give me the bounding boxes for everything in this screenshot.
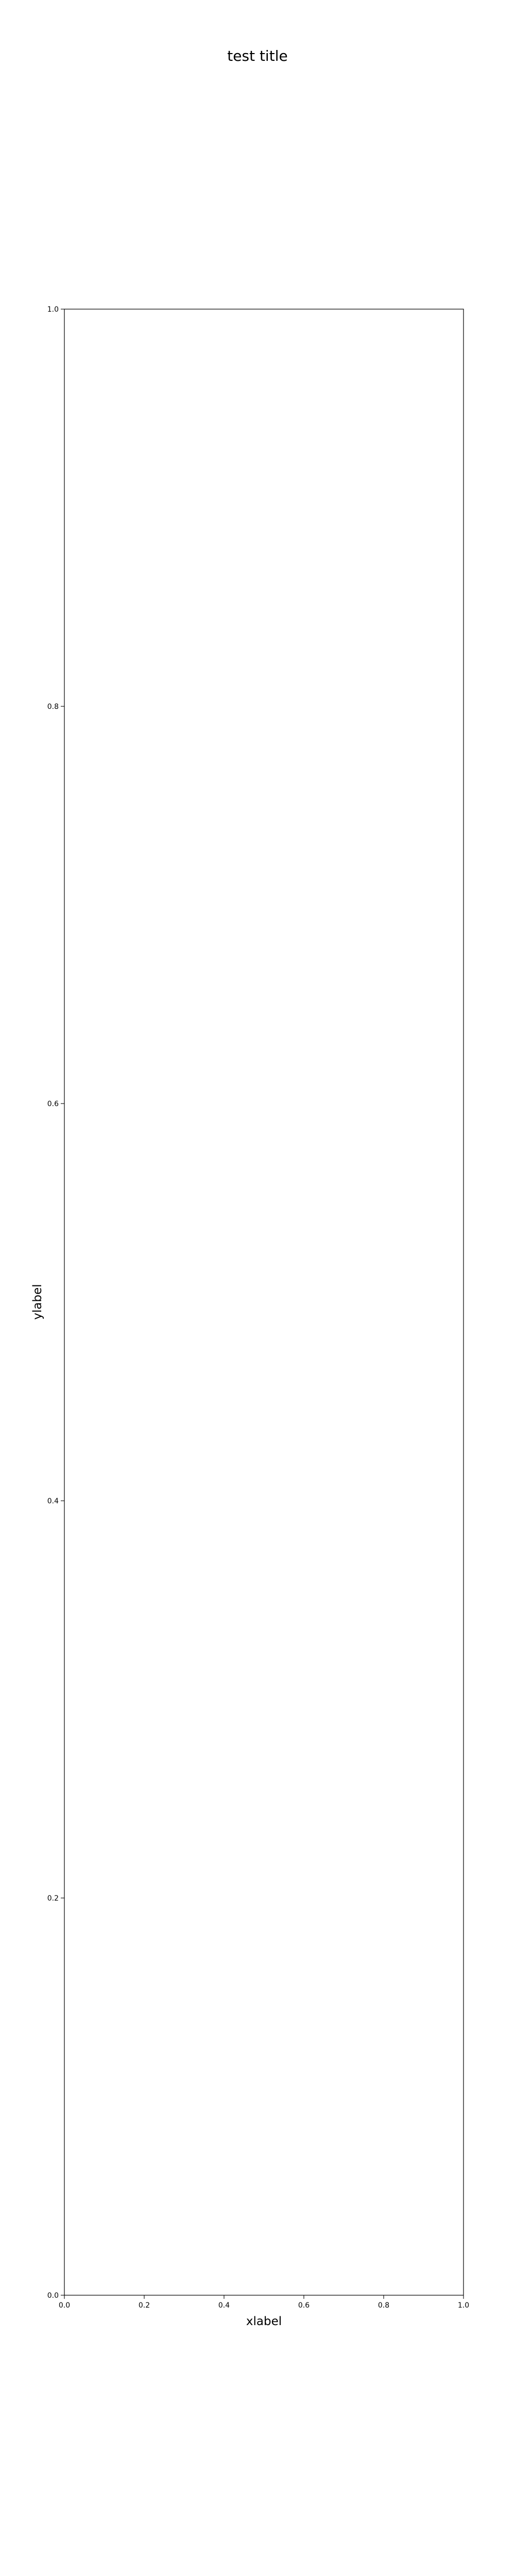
y-axis-label: ylabel [31,1284,44,1319]
x-tick-label: 0.8 [378,2301,389,2310]
x-tick-label: 0.4 [218,2301,230,2310]
y-tick-label: 0.0 [47,2292,59,2300]
plot-area [64,309,464,2296]
chart-title: test title [227,47,287,64]
x-tick-label: 0.2 [139,2301,150,2310]
x-tick-label: 0.0 [59,2301,70,2310]
y-tick-label: 0.4 [47,1497,59,1505]
x-tick-label: 1.0 [458,2301,469,2310]
y-axis-ticks: 0.0 0.2 0.4 0.6 0.8 1.0 [47,306,64,2300]
x-tick-label: 0.6 [298,2301,310,2310]
y-tick-label: 0.6 [47,1100,59,1108]
y-tick-label: 0.2 [47,1894,59,1903]
y-tick-label: 0.8 [47,703,59,711]
y-tick-label: 1.0 [47,306,59,314]
x-axis-label: xlabel [246,2315,282,2328]
x-axis-ticks: 0.0 0.2 0.4 0.6 0.8 1.0 [59,2295,469,2310]
